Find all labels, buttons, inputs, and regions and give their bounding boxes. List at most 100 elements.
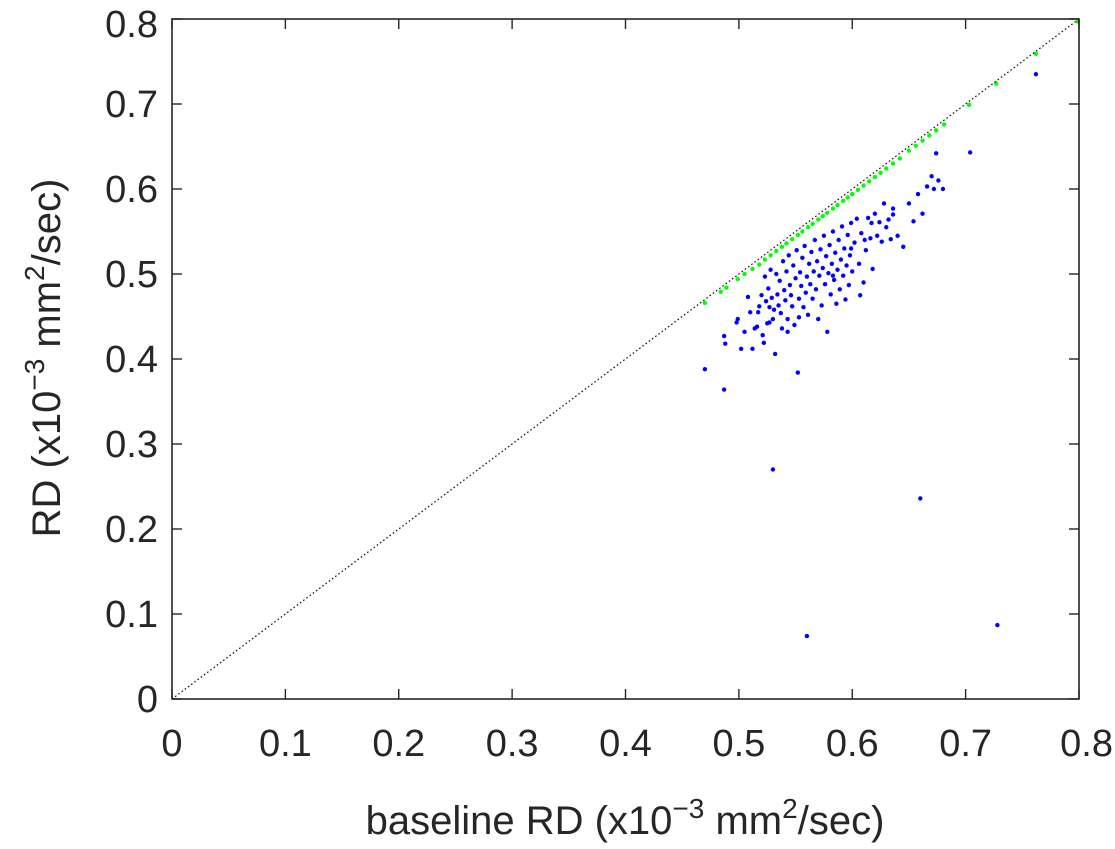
- point-0-52: [802, 243, 807, 249]
- point-0-86: [840, 273, 846, 278]
- point-0-136: [848, 246, 854, 251]
- point-1-27: [867, 179, 872, 184]
- point-0-134: [796, 315, 802, 320]
- point-0-78: [831, 277, 837, 283]
- point-1-26: [861, 183, 866, 188]
- point-1-6: [757, 262, 762, 267]
- point-0-89: [844, 263, 849, 268]
- point-1-23: [845, 195, 850, 200]
- point-0-39: [787, 282, 793, 288]
- point-0-116: [911, 219, 916, 224]
- point-0-100: [863, 248, 869, 253]
- point-0-135: [830, 273, 836, 278]
- x-tick-labels: 0 0.1 0.2 0.3 0.4 0.5 0.6 0.7 0.8: [161, 723, 1113, 765]
- point-1-39: [966, 102, 972, 108]
- point-0-80: [834, 301, 839, 306]
- point-0-36: [784, 269, 789, 274]
- series-1: [702, 19, 1081, 306]
- point-0-90: [845, 232, 850, 238]
- point-0-65: [817, 273, 822, 278]
- point-1-8: [768, 253, 773, 258]
- point-0-45: [794, 248, 799, 253]
- point-0-138: [869, 220, 874, 226]
- point-0-27: [774, 271, 779, 277]
- point-0-112: [890, 206, 896, 211]
- point-1-30: [884, 166, 889, 171]
- point-0-117: [915, 191, 921, 197]
- point-0-12: [754, 324, 760, 329]
- point-0-102: [868, 236, 873, 241]
- point-0-1: [721, 387, 727, 392]
- point-0-47: [796, 296, 802, 301]
- point-0-24: [770, 316, 776, 322]
- point-1-33: [906, 148, 912, 153]
- point-0-83: [837, 287, 842, 292]
- point-0-103: [870, 266, 875, 272]
- point-0-40: [788, 293, 794, 298]
- point-1-29: [878, 170, 883, 176]
- point-1-10: [779, 244, 785, 249]
- point-0-123: [936, 178, 941, 183]
- point-0-16: [761, 340, 767, 346]
- point-0-0: [702, 367, 708, 372]
- point-0-22: [768, 267, 773, 272]
- point-0-91: [846, 282, 852, 288]
- point-0-34: [782, 287, 787, 293]
- x-tick-label-5: 0.5: [712, 723, 765, 765]
- point-1-3: [735, 276, 740, 282]
- point-0-79: [833, 250, 838, 255]
- point-0-94: [850, 269, 855, 274]
- tick-marks: [171, 18, 1080, 700]
- point-0-130: [995, 622, 1000, 628]
- point-0-70: [822, 282, 828, 287]
- point-0-51: [801, 304, 806, 310]
- point-0-133: [785, 329, 790, 334]
- point-0-73: [826, 270, 831, 276]
- point-0-56: [806, 261, 812, 266]
- point-0-21: [767, 304, 772, 310]
- point-0-132: [767, 320, 772, 325]
- point-0-121: [931, 186, 937, 192]
- point-0-30: [777, 278, 782, 283]
- point-0-29: [776, 303, 781, 308]
- point-0-128: [918, 496, 923, 501]
- point-0-82: [836, 237, 841, 243]
- point-1-37: [933, 128, 939, 133]
- y-tick-labels: 0 0.1 0.2 0.3 0.4 0.5 0.6 0.7 0.8: [105, 4, 158, 721]
- point-0-18: [763, 299, 769, 304]
- point-0-8: [745, 294, 751, 300]
- point-1-5: [750, 266, 755, 272]
- point-0-84: [838, 257, 844, 262]
- point-0-104: [872, 211, 878, 216]
- identity-line: [171, 18, 1080, 700]
- point-0-58: [809, 249, 814, 255]
- point-1-24: [850, 191, 855, 197]
- point-0-120: [929, 174, 934, 179]
- data-marks: [702, 19, 1081, 639]
- point-0-140: [862, 237, 867, 243]
- y-tick-label-6: 0.6: [105, 169, 158, 211]
- y-tick-label-4: 0.4: [105, 339, 158, 381]
- x-tick-label-0: 0: [161, 723, 182, 765]
- point-0-48: [797, 270, 803, 275]
- point-0-118: [920, 211, 925, 216]
- point-0-85: [839, 224, 845, 229]
- x-tick-label-2: 0.2: [372, 723, 425, 765]
- point-1-38: [941, 122, 947, 127]
- point-0-114: [901, 244, 906, 249]
- point-0-137: [857, 293, 863, 298]
- point-0-41: [789, 304, 795, 309]
- point-0-15: [760, 333, 765, 338]
- point-0-49: [799, 283, 804, 289]
- y-tick-label-7: 0.7: [105, 84, 158, 126]
- x-axis-label: baseline RD (x10−3 mm2/sec): [366, 793, 885, 843]
- point-0-63: [814, 259, 820, 264]
- point-0-125: [967, 150, 973, 155]
- point-0-97: [856, 261, 862, 266]
- point-1-32: [897, 156, 903, 161]
- point-0-139: [890, 212, 896, 217]
- point-0-99: [861, 280, 866, 285]
- point-0-93: [848, 220, 854, 226]
- point-0-115: [906, 201, 912, 206]
- point-0-64: [816, 316, 821, 322]
